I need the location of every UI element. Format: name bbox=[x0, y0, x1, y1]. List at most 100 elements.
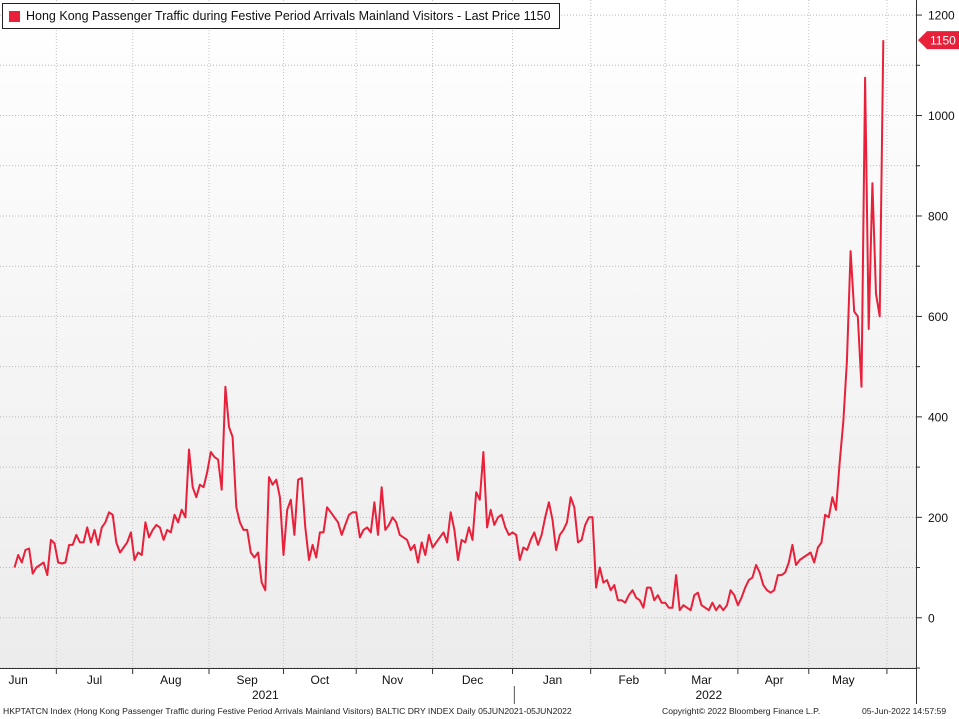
data-point bbox=[210, 451, 212, 453]
data-point bbox=[483, 451, 485, 453]
data-point bbox=[733, 594, 735, 596]
data-point bbox=[141, 554, 143, 556]
data-point bbox=[563, 529, 565, 531]
data-point bbox=[68, 544, 70, 546]
data-point bbox=[76, 534, 78, 536]
data-point bbox=[603, 582, 605, 584]
data-point bbox=[832, 496, 834, 498]
data-point bbox=[261, 582, 263, 584]
x-tick-label: Apr bbox=[765, 673, 784, 687]
data-point bbox=[781, 574, 783, 576]
data-point bbox=[439, 537, 441, 539]
data-point bbox=[650, 587, 652, 589]
y-tick-label: 1200 bbox=[928, 9, 955, 23]
data-point bbox=[370, 532, 372, 534]
data-point bbox=[156, 524, 158, 526]
data-point bbox=[461, 539, 463, 541]
data-point bbox=[726, 604, 728, 606]
data-point bbox=[105, 522, 107, 524]
data-point bbox=[581, 539, 583, 541]
data-point bbox=[679, 609, 681, 611]
data-point bbox=[882, 39, 884, 41]
data-point bbox=[868, 328, 870, 330]
data-point bbox=[835, 509, 837, 511]
data-point bbox=[388, 524, 390, 526]
data-point bbox=[174, 514, 176, 516]
data-point bbox=[701, 604, 703, 606]
data-point bbox=[454, 529, 456, 531]
data-point bbox=[595, 587, 597, 589]
data-point bbox=[861, 386, 863, 388]
data-point bbox=[872, 183, 874, 185]
data-point bbox=[879, 316, 881, 318]
data-point bbox=[730, 589, 732, 591]
legend-swatch bbox=[9, 10, 20, 22]
data-point bbox=[163, 539, 165, 541]
data-point bbox=[508, 534, 510, 536]
data-point bbox=[86, 527, 88, 529]
data-point bbox=[406, 539, 408, 541]
data-point bbox=[784, 572, 786, 574]
data-point bbox=[145, 522, 147, 524]
data-point bbox=[195, 496, 197, 498]
data-point bbox=[152, 529, 154, 531]
data-point bbox=[653, 599, 655, 601]
data-point bbox=[584, 524, 586, 526]
data-point bbox=[813, 562, 815, 564]
data-point bbox=[341, 534, 343, 536]
data-point bbox=[399, 534, 401, 536]
data-point bbox=[166, 529, 168, 531]
data-point bbox=[530, 539, 532, 541]
y-tick-label: 0 bbox=[928, 611, 935, 625]
x-tick-label: Mar bbox=[691, 673, 712, 687]
data-point bbox=[319, 532, 321, 534]
data-point bbox=[348, 514, 350, 516]
data-point bbox=[468, 527, 470, 529]
data-point bbox=[90, 542, 92, 544]
data-point bbox=[366, 527, 368, 529]
data-point bbox=[657, 594, 659, 596]
data-point bbox=[116, 542, 118, 544]
data-point bbox=[72, 544, 74, 546]
data-point bbox=[494, 524, 496, 526]
x-tick-label: Jun bbox=[8, 673, 27, 687]
data-point bbox=[297, 479, 299, 481]
footer: HKPTATCN Index (Hong Kong Passenger Traf… bbox=[0, 704, 959, 719]
data-point bbox=[766, 589, 768, 591]
data-point bbox=[664, 602, 666, 604]
line-chart: 0 200 400 600 800 1000 1200 Jun Jul Aug Sep Oct Nov D… bbox=[0, 0, 959, 704]
data-point bbox=[668, 607, 670, 609]
data-point bbox=[279, 496, 281, 498]
data-point bbox=[661, 602, 663, 604]
data-point bbox=[632, 589, 634, 591]
data-point bbox=[523, 547, 525, 549]
footer-timestamp: 05-Jun-2022 14:57:59 bbox=[862, 706, 947, 716]
data-point bbox=[108, 512, 110, 514]
data-point bbox=[61, 563, 63, 565]
data-point bbox=[232, 436, 234, 438]
data-point bbox=[486, 527, 488, 529]
data-point bbox=[414, 544, 416, 546]
data-point bbox=[290, 499, 292, 501]
data-point bbox=[799, 559, 801, 561]
data-point bbox=[555, 549, 557, 551]
data-point bbox=[443, 532, 445, 534]
data-point bbox=[352, 512, 354, 514]
data-point bbox=[192, 486, 194, 488]
data-point bbox=[723, 609, 725, 611]
data-point bbox=[610, 589, 612, 591]
data-point bbox=[864, 77, 866, 79]
data-point bbox=[697, 592, 699, 594]
data-point bbox=[159, 527, 161, 529]
data-point bbox=[177, 522, 179, 524]
data-point bbox=[504, 527, 506, 529]
data-point bbox=[599, 567, 601, 569]
data-point bbox=[36, 567, 38, 569]
data-point bbox=[254, 557, 256, 559]
data-point bbox=[435, 542, 437, 544]
y-tick-label: 200 bbox=[928, 511, 948, 525]
data-point bbox=[755, 564, 757, 566]
data-point bbox=[548, 501, 550, 503]
data-point bbox=[574, 506, 576, 508]
